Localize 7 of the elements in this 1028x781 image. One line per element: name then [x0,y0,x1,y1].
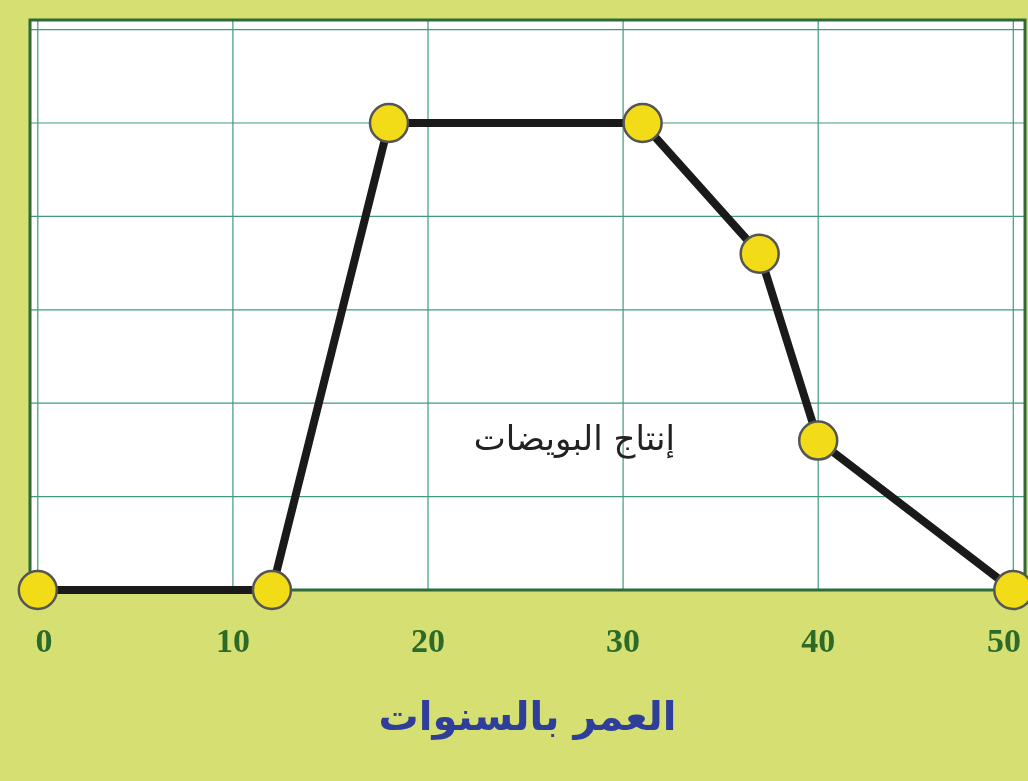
x-axis-title: العمر بالسنوات [378,693,677,740]
x-tick-label: 20 [411,622,445,659]
x-tick-label: 0 [35,622,53,659]
x-tick-label: 50 [987,622,1021,659]
x-tick-label: 30 [606,622,641,659]
x-tick-label: 40 [801,622,836,659]
x-tick-label: 10 [215,622,250,659]
